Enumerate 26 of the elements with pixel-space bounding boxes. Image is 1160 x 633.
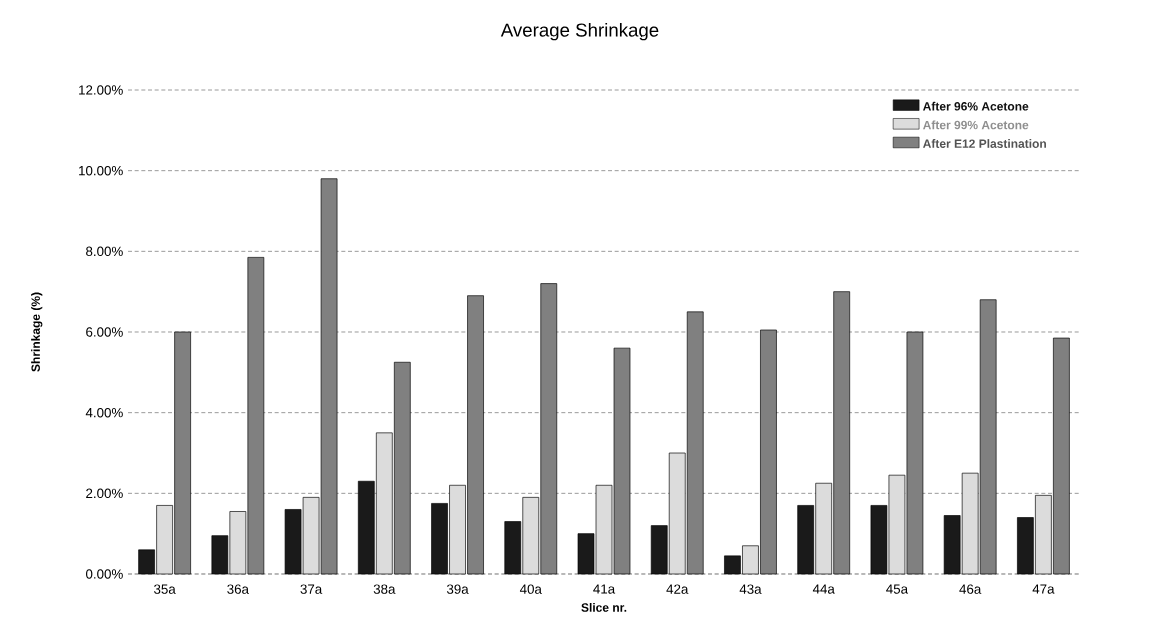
x-tick-label: 47a (1032, 584, 1055, 594)
x-axis-title: Slice nr. (581, 602, 627, 612)
x-tick-label: 43a (739, 584, 762, 594)
y-tick-label: 12.00% (79, 85, 123, 95)
x-tick-label: 36a (227, 584, 249, 594)
y-axis-title: Shrinkage (%) (31, 292, 43, 372)
legend-label: After 99% Acetone (923, 120, 1029, 130)
chart-title: Average Shrinkage (500, 22, 659, 41)
y-tick-label: 6.00% (86, 327, 123, 337)
x-tick-label: 39a (446, 584, 469, 594)
x-tick-label: 46a (959, 584, 982, 594)
y-tick-label: 2.00% (86, 488, 123, 499)
x-tick-label: 37a (300, 584, 323, 594)
x-tick-label: 44a (812, 584, 835, 594)
x-tick-label: 41a (593, 584, 616, 594)
x-tick-label: 45a (886, 584, 909, 594)
y-tick-label: 0.00% (86, 569, 123, 579)
x-tick-label: 38a (373, 584, 396, 594)
y-tick-label: 8.00% (86, 246, 123, 257)
x-tick-label: 35a (154, 584, 176, 594)
legend-label: After 96% Acetone (923, 101, 1029, 111)
y-tick-label: 4.00% (85, 407, 123, 418)
x-tick-label: 40a (519, 584, 542, 594)
x-tick-label: 42a (666, 584, 689, 594)
y-tick-label: 10.00% (79, 165, 123, 176)
legend-label: After E12 Plastination (923, 139, 1046, 148)
